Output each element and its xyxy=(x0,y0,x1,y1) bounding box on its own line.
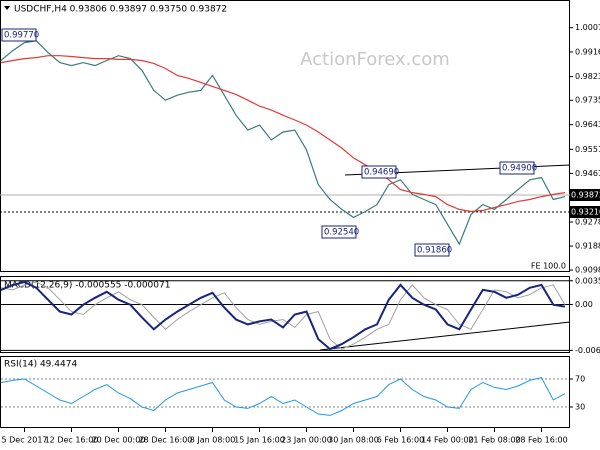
y-tick-label: 0.92785 xyxy=(575,218,600,227)
x-tick-label: 30 Jan 08:00 xyxy=(328,436,379,445)
x-tick-label: 28 Dec 16:00 xyxy=(139,436,193,445)
annotation: 0.94690 xyxy=(364,168,399,178)
x-tick-label: 14 Feb 00:00 xyxy=(421,436,473,445)
rsi-panel xyxy=(0,356,570,428)
annotation-box xyxy=(1,28,37,42)
macd-trend-line xyxy=(319,321,571,351)
y-tick-label: 1.00070 xyxy=(575,23,600,32)
annotation: 0.94900 xyxy=(502,164,537,174)
y-tick-label: 70 xyxy=(575,375,585,384)
price-panel xyxy=(0,0,570,272)
annotation: 0.91860 xyxy=(417,246,452,256)
x-tick-label: 28 Feb 16:00 xyxy=(515,436,567,445)
y-tick-label: 0.97350 xyxy=(575,96,600,105)
macd-panel xyxy=(0,276,570,353)
y-tick-label: 0.94610 xyxy=(575,169,600,178)
annotation-box xyxy=(414,243,450,257)
price-label-box xyxy=(570,206,600,218)
price-label: 0.93872 xyxy=(571,191,600,200)
chart-title: USDCHF,H4 0.93806 0.93897 0.93750 0.9387… xyxy=(14,5,227,15)
annotation-box xyxy=(321,225,357,239)
y-tick-label: 0.003538 xyxy=(575,276,600,285)
annotation-box xyxy=(499,161,535,175)
x-tick-label: 23 Jan 00:00 xyxy=(281,436,332,445)
series-line xyxy=(0,280,566,351)
y-tick-label: 0.96435 xyxy=(575,120,600,129)
x-tick-label: 15 Jan 16:00 xyxy=(234,436,285,445)
series-line xyxy=(0,55,566,213)
x-tick-label: 5 Dec 2017 xyxy=(1,436,47,445)
y-tick-label: 0.00 xyxy=(575,300,593,309)
x-tick-label: 8 Jan 08:00 xyxy=(190,436,236,445)
annotation: 0.99770 xyxy=(4,31,39,41)
x-tick-label: 12 Dec 16:00 xyxy=(45,436,99,445)
plot-layer: 1.00070 0.99160 0.98235 0.97350 0.96435 0.955… xyxy=(0,23,600,445)
x-tick-label: 20 Dec 00:00 xyxy=(92,436,146,445)
series-line xyxy=(0,40,566,246)
series-line xyxy=(0,281,566,350)
y-tick-label: 30 xyxy=(575,403,585,412)
rsi-title: RSI(14) 49.4474 xyxy=(4,360,77,370)
macd-title: MACD(12,26,9) -0.000555 -0.000071 xyxy=(4,281,170,291)
fe-label: FE 100.0 xyxy=(531,262,566,271)
y-tick-label: 0.91885 xyxy=(575,242,600,251)
x-tick-label: 21 Feb 08:00 xyxy=(468,436,520,445)
x-tick-label: 6 Feb 16:00 xyxy=(377,436,424,445)
menu-arrow xyxy=(4,6,10,10)
y-tick-label: 0.90985 xyxy=(575,266,600,275)
y-tick-label: -0.006853 xyxy=(575,346,600,355)
watermark: ActionForex.com xyxy=(300,49,450,70)
y-tick-label: 0.95510 xyxy=(575,145,600,154)
y-tick-label: 0.98235 xyxy=(575,72,600,81)
price-label-box xyxy=(570,189,600,201)
series-line xyxy=(0,377,566,416)
annotation: 0.92540 xyxy=(324,228,359,238)
y-tick-label: 0.99160 xyxy=(575,47,600,56)
annotation-box xyxy=(361,165,397,179)
